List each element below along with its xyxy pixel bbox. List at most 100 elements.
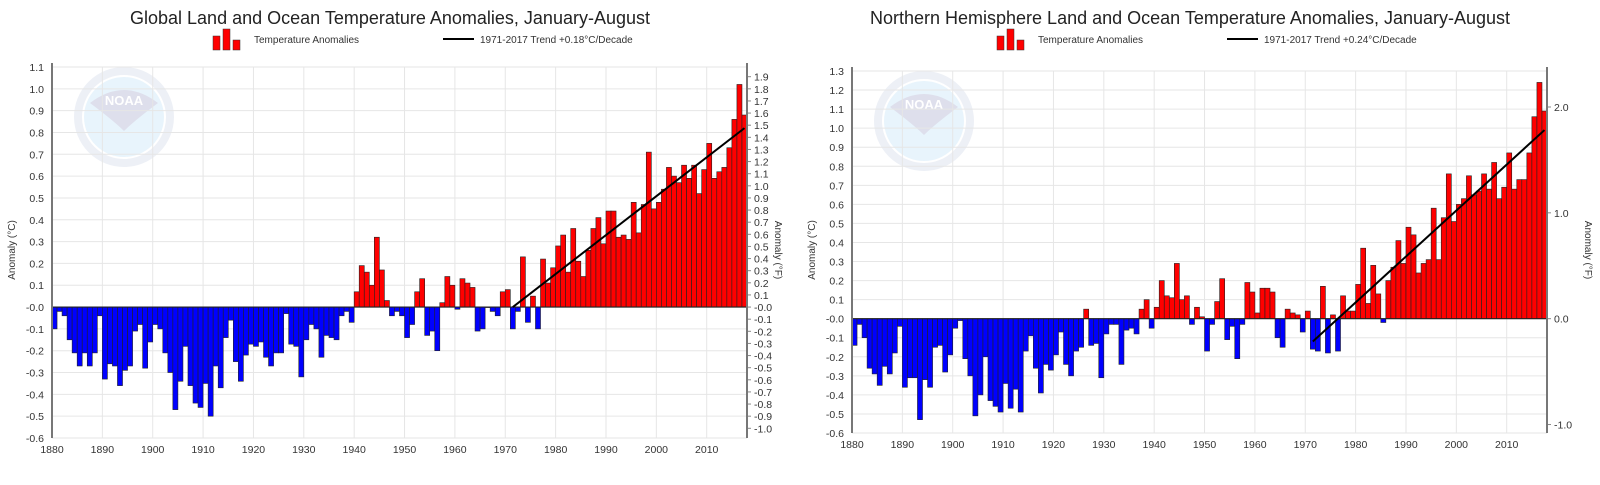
y-tick-label: 0.1 [29, 280, 44, 292]
y-right-tick-label: -0.3 [754, 338, 772, 350]
y-tick-label: 1.0 [829, 123, 844, 135]
bar-1919 [248, 306, 254, 345]
y-tick-label: 1.1 [829, 104, 844, 116]
y-tick-label: 0.6 [29, 171, 44, 183]
bar-1962 [464, 282, 471, 308]
y-tick-label: 0.4 [829, 237, 844, 249]
bar-1952 [414, 291, 420, 308]
y-tick-label: 0.8 [829, 161, 844, 173]
y-tick-label: 0.9 [829, 142, 844, 154]
bar-1924 [273, 306, 279, 354]
bar-1958 [1244, 282, 1251, 319]
y-right-tick-label: -1.0 [754, 423, 772, 435]
bar-1981 [1360, 247, 1366, 319]
bar-1911 [207, 306, 214, 417]
bar-1992 [1415, 272, 1422, 319]
bar-1900 [952, 318, 959, 329]
y-right-tick-label: -1.0 [1554, 420, 1572, 432]
bar-1924 [1073, 318, 1079, 352]
bar-1901 [157, 306, 164, 330]
bar-1914 [1022, 318, 1029, 352]
y-tick-label: 0.5 [829, 218, 844, 230]
x-tick-label: 1960 [1243, 439, 1267, 451]
bar-1949 [399, 306, 405, 317]
bar-1893 [917, 318, 923, 420]
bar-1980 [555, 245, 561, 308]
bar-2006 [686, 178, 692, 308]
bar-1898 [942, 318, 948, 373]
y-right-tick-label: 1.0 [1554, 208, 1569, 220]
bar-2012 [1516, 179, 1523, 319]
logo-text: NOAA [105, 93, 144, 108]
bar-1893 [117, 306, 123, 386]
bar-1939 [1148, 318, 1155, 329]
bar-2014 [1526, 152, 1533, 319]
bar-1956 [1234, 318, 1241, 359]
bar-1892 [912, 318, 918, 379]
bar-1987 [1390, 266, 1397, 319]
bar-2001 [1461, 198, 1467, 319]
y-tick-label: 0.1 [829, 295, 844, 307]
bar-1934 [1123, 318, 1130, 331]
bar-1890 [902, 318, 908, 388]
bar-1907 [987, 318, 994, 401]
bar-1928 [293, 306, 300, 347]
bar-1897 [137, 306, 143, 325]
y-tick-label: -0.3 [26, 368, 44, 380]
bar-1904 [972, 318, 979, 417]
bar-1884 [871, 318, 878, 375]
bar-2009 [1501, 186, 1508, 319]
bar-1984 [1375, 293, 1382, 319]
bar-1945 [1179, 299, 1185, 319]
y-axis-right-label: Anomaly (°F) [772, 221, 783, 279]
bar-1941 [358, 265, 365, 308]
bar-2000 [656, 202, 662, 308]
bar-1915 [1027, 318, 1034, 337]
y-right-tick-label: 1.9 [754, 72, 769, 84]
bar-1881 [56, 306, 63, 312]
bar-1920 [253, 306, 259, 347]
bar-1909 [197, 306, 204, 408]
x-tick-label: 1900 [941, 439, 965, 451]
bar-2004 [676, 182, 682, 308]
bar-2006 [1486, 188, 1492, 319]
bar-2016 [736, 84, 743, 308]
legend[interactable]: Temperature Anomalies 1971-2017 Trend +0… [212, 28, 633, 51]
bar-1945 [379, 269, 385, 308]
bar-1937 [1138, 308, 1145, 319]
y-right-tick-label: 0.2 [754, 278, 769, 290]
bar-1920 [1053, 318, 1059, 356]
y-right-tick-label: -0.9 [754, 411, 772, 423]
legend[interactable]: Temperature Anomalies 1971-2017 Trend +0… [996, 28, 1417, 51]
y-tick-label: 0.7 [29, 149, 44, 161]
bar-1986 [1385, 280, 1392, 319]
bar-1946 [384, 300, 390, 308]
x-tick-label: 1880 [840, 439, 864, 451]
bar-1972 [515, 306, 521, 312]
trend-line [1312, 129, 1546, 343]
bar-1927 [1088, 318, 1095, 346]
y-right-tick-label: 0.7 [754, 217, 769, 229]
y-axis-label: Anomaly (°C) [7, 220, 18, 280]
noaa-logo: NOAA [874, 71, 974, 171]
bar-1992 [615, 236, 622, 308]
bar-1991 [610, 210, 617, 308]
bar-1895 [127, 306, 133, 367]
bar-1886 [881, 318, 888, 367]
bar-1996 [635, 232, 642, 308]
y-right-tick-label: 0.3 [754, 266, 769, 278]
y-right-tick-label: 1.4 [754, 132, 769, 144]
bar-1989 [1400, 263, 1407, 319]
bar-1910 [202, 306, 209, 384]
bar-1953 [1219, 278, 1225, 319]
bar-1951 [409, 306, 415, 325]
bar-1926 [1083, 308, 1090, 319]
bar-1905 [177, 306, 184, 382]
bar-2000 [1456, 204, 1462, 319]
x-tick-label: 1980 [544, 444, 568, 456]
y-tick-label: -0.0 [826, 314, 844, 326]
bar-1923 [268, 306, 274, 367]
bar-1904 [172, 306, 179, 410]
bar-1987 [590, 228, 597, 308]
